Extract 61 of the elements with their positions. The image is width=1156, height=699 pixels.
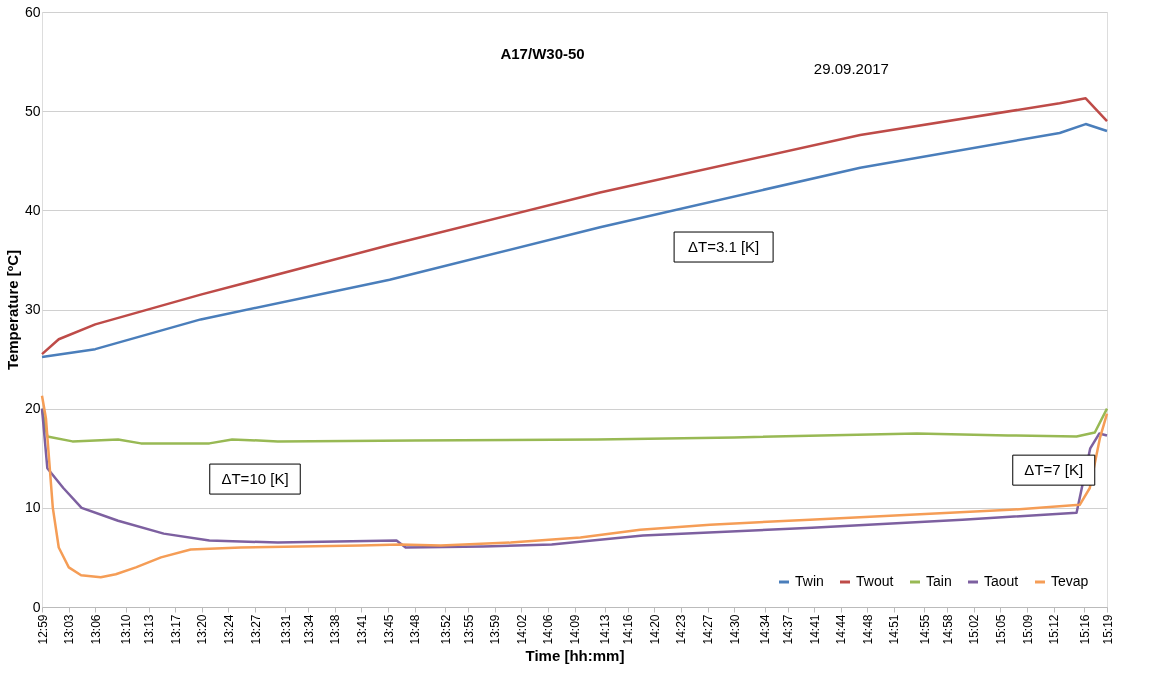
x-tick-label: 14:58 — [940, 614, 955, 645]
x-tick-label: 14:13 — [598, 614, 613, 645]
x-tick-label: 13:34 — [301, 614, 316, 645]
x-tick-label: 13:38 — [328, 614, 343, 645]
legend-label: Twin — [795, 573, 824, 589]
x-tick-label: 15:09 — [1020, 614, 1035, 645]
text: 29.09.2017 — [813, 59, 889, 77]
y-tick-label: 60 — [24, 3, 41, 20]
x-tick-label: 13:13 — [142, 614, 157, 645]
x-tick-label: 12:59 — [35, 614, 50, 645]
y-tick-label: 30 — [24, 301, 41, 317]
x-tick-label: 13:20 — [195, 614, 210, 645]
x-tick-label: 14:55 — [917, 614, 932, 645]
x-tick-label: 14:44 — [834, 614, 849, 645]
x-tick-label: 13:59 — [488, 614, 503, 645]
x-tick-label: 13:48 — [408, 614, 423, 645]
x-tick-label: 13:45 — [381, 614, 396, 645]
x-tick-label: 13:06 — [88, 614, 103, 645]
legend-label: Tain — [926, 573, 952, 589]
x-tick-label: 13:52 — [438, 614, 453, 645]
text: A17/W30-50 — [500, 44, 585, 62]
x-tick-label: 14:27 — [701, 614, 716, 645]
y-tick-label: 40 — [24, 201, 41, 218]
x-tick-label: 14:06 — [541, 614, 556, 645]
x-tick-label: 15:02 — [967, 614, 982, 645]
x-tick-label: 14:20 — [647, 614, 662, 645]
legend-label: Taout — [984, 573, 1019, 589]
x-tick-label: 14:16 — [621, 614, 636, 645]
x-tick-label: 14:30 — [727, 614, 742, 645]
x-tick-label: 13:27 — [248, 614, 263, 645]
x-tick-label: 13:03 — [62, 614, 77, 645]
x-tick-label: 13:17 — [168, 614, 183, 645]
y-tick-label: 10 — [24, 499, 41, 516]
x-tick-label: 13:55 — [461, 614, 476, 645]
line-series — [40, 407, 1109, 549]
x-tick-label: 14:09 — [568, 614, 582, 645]
x-tick-label: 14:41 — [807, 614, 822, 645]
x-tick-label: 15:16 — [1077, 614, 1092, 645]
x-tick-label: 14:51 — [887, 614, 902, 645]
annotation: ΔT=7 [K] — [1024, 461, 1084, 479]
x-tick-label: 13:10 — [119, 614, 134, 645]
x-tick-label: 14:34 — [758, 614, 773, 645]
x-tick-label: 14:02 — [514, 614, 529, 645]
x-tick-label: 15:05 — [993, 614, 1008, 645]
x-tick-label: 14:37 — [781, 614, 796, 645]
y-tick-label: 20 — [24, 400, 41, 417]
y-axis-title: Temperature [ºC] — [3, 249, 21, 371]
x-tick-label: 13:31 — [278, 614, 293, 645]
annotation: ΔT=3.1 [K] — [687, 238, 760, 256]
x-tick-label: 15:19 — [1100, 614, 1115, 645]
x-axis-title: Time [hh:mm] — [525, 646, 625, 664]
legend-label: Tevap — [1051, 573, 1089, 589]
annotation: ΔT=10 [K] — [221, 470, 289, 488]
x-tick-label: 14:48 — [860, 614, 875, 645]
legend-label: Twout — [856, 573, 894, 589]
y-tick-label: 0 — [32, 598, 41, 615]
x-tick-label: 15:12 — [1047, 614, 1062, 645]
x-tick-label: 14:23 — [674, 614, 689, 645]
x-tick-label: 13:24 — [221, 614, 236, 645]
y-tick-label: 50 — [24, 102, 41, 119]
x-tick-label: 13:41 — [354, 614, 369, 645]
